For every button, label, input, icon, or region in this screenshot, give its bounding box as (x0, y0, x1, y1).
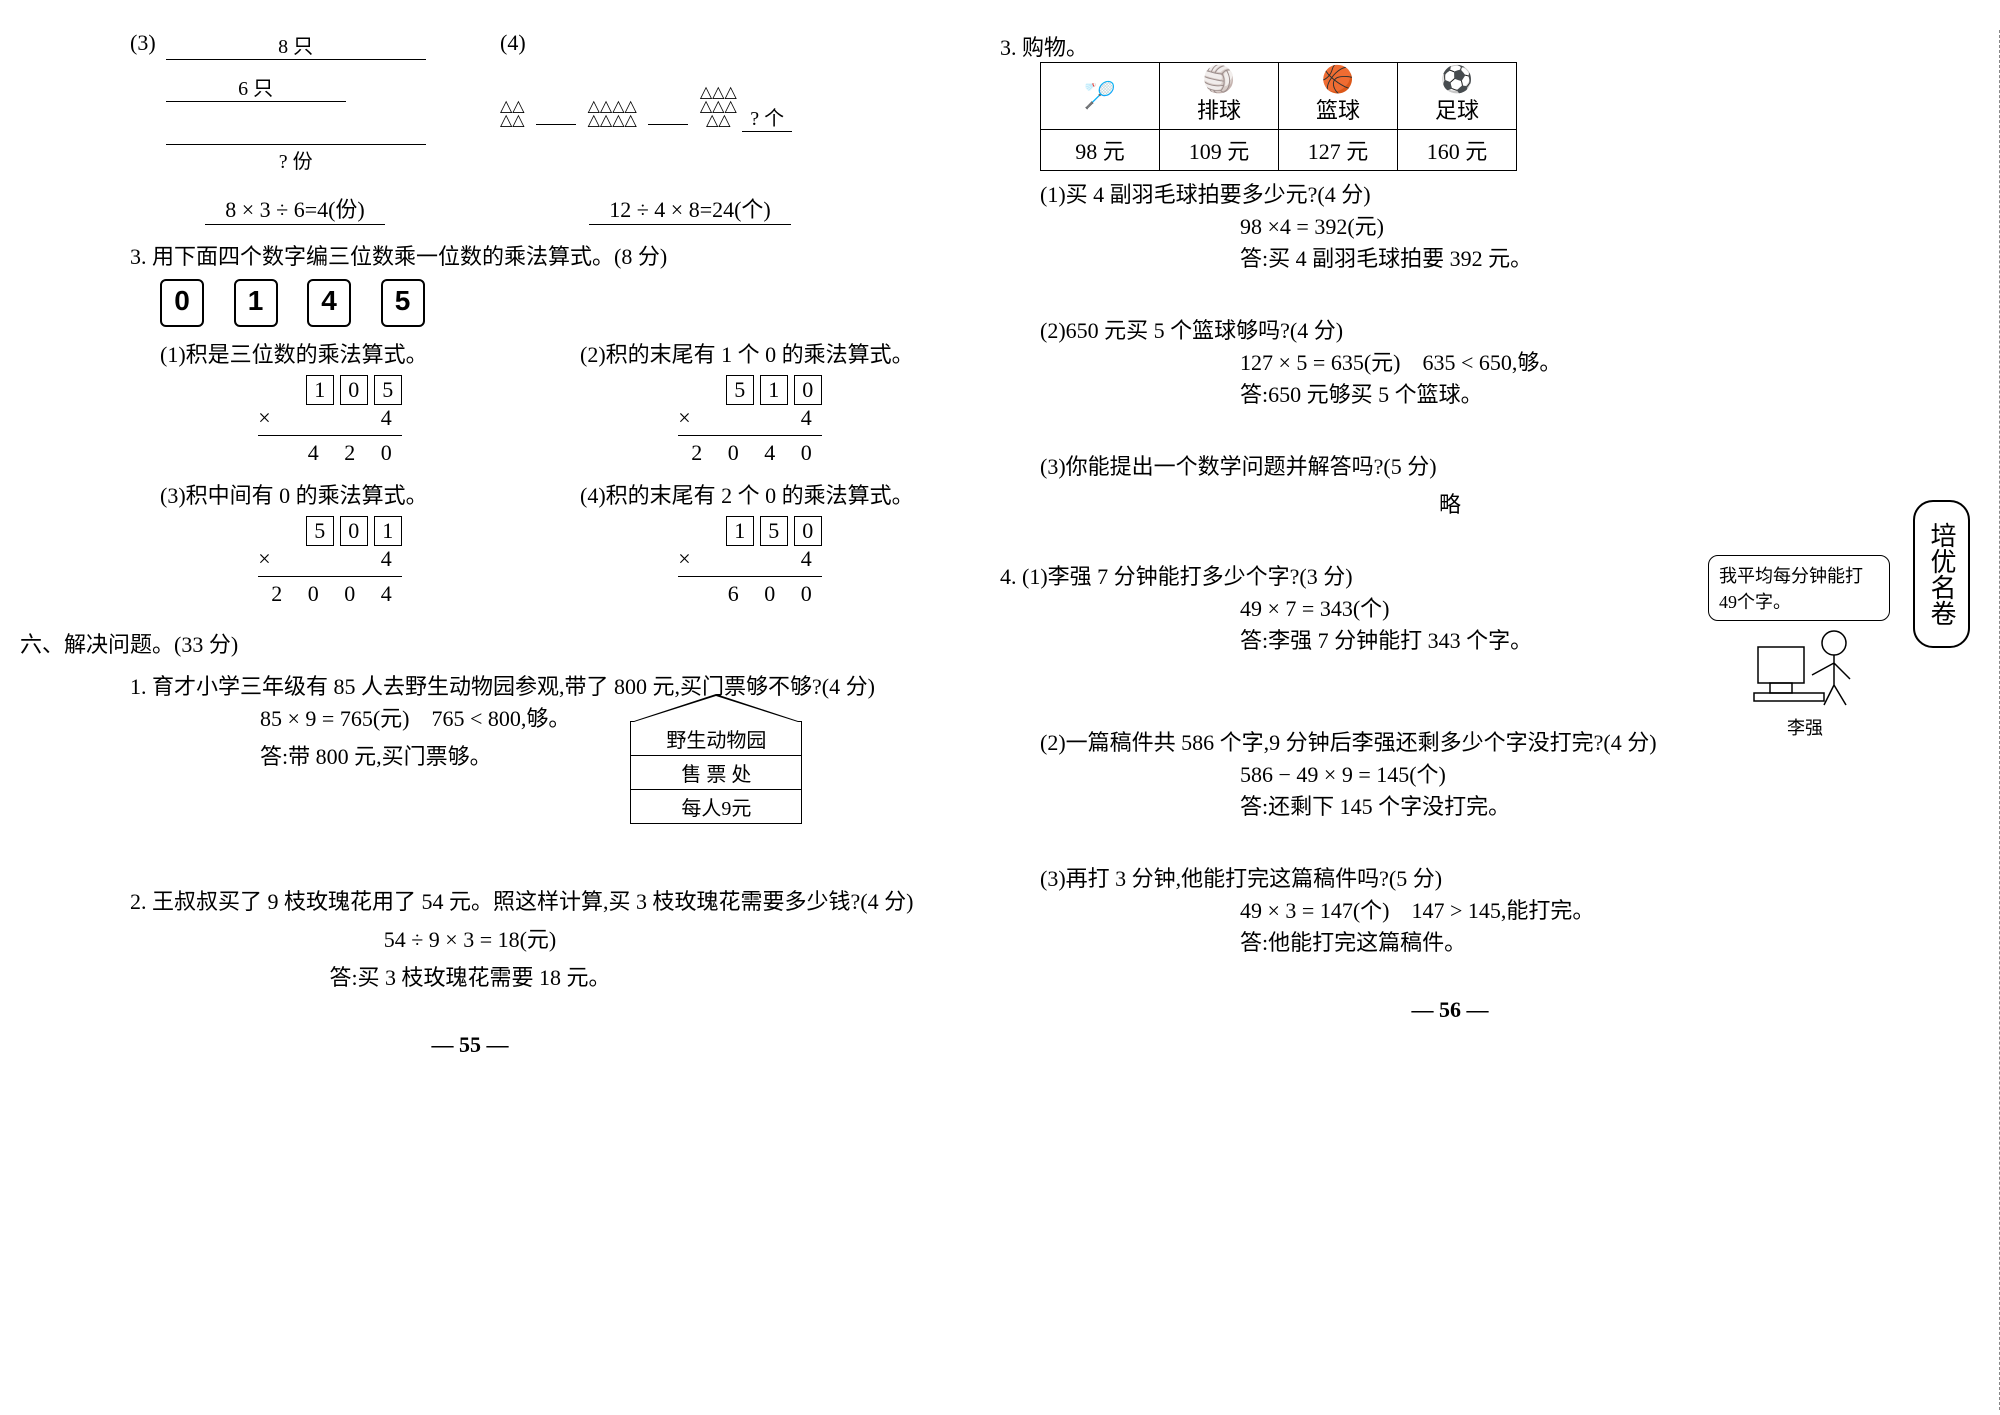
p6-2-num: 2. (130, 889, 147, 914)
mult-1-result: 4 2 0 (258, 435, 401, 466)
p6-3: 3. 购物。 (1000, 30, 1900, 62)
diagram-row-34: (3) 8 只 6 只 ? 份 (4) (130, 30, 920, 174)
expr-row-34: 8 × 3 ÷ 6=4(份) 12 ÷ 4 × 8=24(个) (130, 192, 920, 225)
q5-4-diagram: (4) △△△△ △△△△△△△△ △△△△△△△△ ? 个 (500, 30, 880, 174)
p6-1: 1. 育才小学三年级有 85 人去野生动物园参观,带了 800 元,买门票够不够… (130, 669, 920, 701)
liqiang-name: 李强 (1750, 714, 1860, 740)
r3-3-q: (3)你能提出一个数学问题并解答吗?(5 分) (1040, 449, 1900, 481)
r4-3-ans: 答:他能打完这篇稿件。 (1240, 925, 1900, 957)
table-row: 98 元 109 元 127 元 160 元 (1041, 130, 1517, 171)
digit-5: 5 (381, 279, 425, 327)
table-row: 🏸 🏐排球 🏀篮球 ⚽足球 (1041, 63, 1517, 130)
digit-1: 1 (234, 279, 278, 327)
p6-2-calc: 54 ÷ 9 × 3 = 18(元) (20, 922, 920, 954)
p6-2: 2. 王叔叔买了 9 枝玫瑰花用了 54 元。照这样计算,买 3 枝玫瑰花需要多… (130, 884, 920, 916)
p6-1-num: 1. (130, 674, 147, 699)
digit-0: 0 (160, 279, 204, 327)
p5-3-sub4: (4)积的末尾有 2 个 0 的乘法算式。 150 ×4 6 0 0 (580, 478, 920, 613)
q5-3-bottom-label: ? 份 (166, 145, 426, 174)
zoo-sign: 野生动物园 售 票 处 每人9元 (630, 721, 802, 824)
q5-3-diagram: (3) 8 只 6 只 ? 份 (130, 30, 460, 174)
p5-3-sub3: (3)积中间有 0 的乘法算式。 501 ×4 2 0 0 4 (160, 478, 500, 613)
zoo-row1: 售 票 处 (631, 755, 801, 789)
r3-1-calc: 98 ×4 = 392(元) (1240, 209, 1900, 241)
q5-3-top-label: 8 只 (166, 30, 426, 59)
r4-2-ans: 答:还剩下 145 个字没打完。 (1240, 789, 1900, 821)
brace-bot (166, 132, 426, 145)
digit-cards: 0 1 4 5 (160, 279, 920, 327)
page-56: 3. 购物。 🏸 🏐排球 🏀篮球 ⚽足球 98 元 109 元 127 元 16… (1000, 30, 1900, 1058)
mult-4: 150 ×4 6 0 0 (678, 516, 821, 607)
page-num-55: — 55 — (20, 1032, 920, 1058)
mult-2-result: 2 0 4 0 (678, 435, 821, 466)
p6-2-q: 王叔叔买了 9 枝玫瑰花用了 54 元。照这样计算,买 3 枝玫瑰花需要多少钱?… (152, 889, 913, 914)
racket-icon: 🏸 (1084, 81, 1116, 110)
football-icon: ⚽ (1412, 67, 1502, 93)
r4-1-q: (1)李强 7 分钟能打多少个字?(3 分) (1022, 564, 1353, 589)
pile-3: △△△△△△△△ (700, 86, 737, 128)
p6-3-title: 购物。 (1022, 35, 1088, 60)
p5-3-sub2: (2)积的末尾有 1 个 0 的乘法算式。 510 ×4 2 0 4 0 (580, 337, 920, 472)
mult-4-result: 6 0 0 (678, 576, 821, 607)
p6-4: 4. (1)李强 7 分钟能打多少个字?(3 分) 我平均每分钟能打49个字。 … (1000, 559, 1900, 655)
r3-2-ans: 答:650 元够买 5 个篮球。 (1240, 377, 1900, 409)
zoo-title: 野生动物园 (631, 722, 801, 755)
q5-4-right-label: ? 个 (742, 102, 792, 132)
r4-3-q: (3)再打 3 分钟,他能打完这篇稿件吗?(5 分) (1040, 861, 1900, 893)
digit-4: 4 (307, 279, 351, 327)
p6-3-num: 3. (1000, 35, 1017, 60)
r4-2-calc: 586 − 49 × 9 = 145(个) (1240, 757, 1900, 789)
shopping-table: 🏸 🏐排球 🏀篮球 ⚽足球 98 元 109 元 127 元 160 元 (1040, 62, 1517, 171)
brace-mid (166, 101, 346, 114)
p6-1-calc: 85 × 9 = 765(元) 765 < 800,够。 (260, 701, 570, 733)
volleyball-icon: 🏐 (1174, 67, 1264, 93)
p5-3-num: 3. (130, 244, 147, 269)
r3-1-q: (1)买 4 副羽毛球拍要多少元?(4 分) (1040, 177, 1900, 209)
mult-3: 501 ×4 2 0 0 4 (258, 516, 401, 607)
p5-3-1-label: (1)积是三位数的乘法算式。 (160, 337, 500, 369)
brace-top (166, 59, 426, 72)
r3-1-ans: 答:买 4 副羽毛球拍要 392 元。 (1240, 241, 1900, 273)
liqiang-figure: 李强 (1750, 619, 1860, 740)
r4-3-calc: 49 × 3 = 147(个) 147 > 145,能打完。 (1240, 893, 1900, 925)
speech-bubble: 我平均每分钟能打49个字。 (1708, 555, 1890, 621)
mult-1: 105 ×4 4 2 0 (258, 375, 401, 466)
q5-4-label: (4) (500, 30, 526, 56)
side-tab: 培优名卷 (1913, 500, 1970, 648)
r3-3-ans: 略 (1000, 487, 1900, 519)
q5-4-expr: 12 ÷ 4 × 8=24(个) (589, 192, 791, 225)
q5-3-label: (3) (130, 30, 156, 174)
p5-3-title: 用下面四个数字编三位数乘一位数的乘法算式。(8 分) (152, 244, 667, 269)
q5-3-expr: 8 × 3 ÷ 6=4(份) (205, 192, 385, 225)
pile-2: △△△△△△△△ (588, 100, 637, 128)
section-6-heading: 六、解决问题。(33 分) (20, 627, 920, 659)
p5-3: 3. 用下面四个数字编三位数乘一位数的乘法算式。(8 分) (130, 239, 920, 271)
page-55: (3) 8 只 6 只 ? 份 (4) (20, 30, 920, 1058)
page-num-56: — 56 — (1000, 997, 1900, 1023)
mult-3-result: 2 0 0 4 (258, 576, 401, 607)
r3-2-calc: 127 × 5 = 635(元) 635 < 650,够。 (1240, 345, 1900, 377)
p6-1-ans: 答:带 800 元,买门票够。 (260, 739, 570, 771)
zoo-row2: 每人9元 (631, 789, 801, 823)
basketball-icon: 🏀 (1293, 67, 1383, 93)
p5-3-3-label: (3)积中间有 0 的乘法算式。 (160, 478, 500, 510)
r3-2-q: (2)650 元买 5 个篮球够吗?(4 分) (1040, 313, 1900, 345)
p6-2-ans: 答:买 3 枝玫瑰花需要 18 元。 (20, 960, 920, 992)
q5-3-mid-label: 6 只 (166, 72, 346, 101)
p5-3-2-label: (2)积的末尾有 1 个 0 的乘法算式。 (580, 337, 920, 369)
p5-3-4-label: (4)积的末尾有 2 个 0 的乘法算式。 (580, 478, 920, 510)
mult-2: 510 ×4 2 0 4 0 (678, 375, 821, 466)
pile-1: △△△△ (500, 100, 525, 128)
p5-3-sub1: (1)积是三位数的乘法算式。 105 ×4 4 2 0 (160, 337, 500, 472)
p6-4-num: 4. (1000, 564, 1017, 589)
